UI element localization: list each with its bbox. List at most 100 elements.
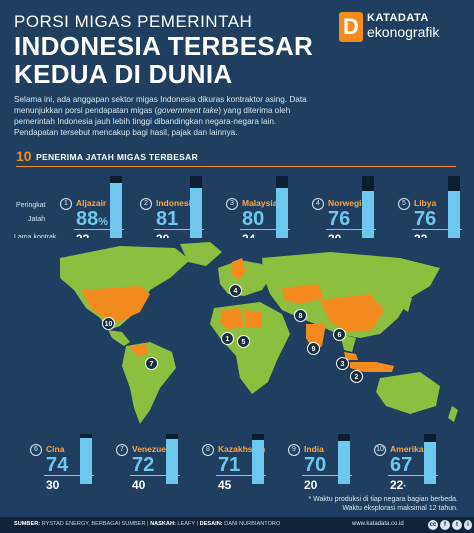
intro-text: Selama ini, ada anggapan sektor migas In… [14, 94, 314, 138]
world-map [0, 238, 474, 434]
map-marker-1[interactable]: 1 [221, 332, 234, 345]
share-bar-track-cina [80, 422, 92, 484]
share-value-number: 67 [390, 454, 413, 476]
contract-years-number: 45 [218, 478, 232, 492]
section-label: PENERIMA JATAH MIGAS TERBESAR [36, 152, 199, 162]
land-norway-highlight [232, 258, 246, 280]
card-divider [154, 229, 204, 230]
share-value-number: 81 [156, 208, 179, 230]
country-card-india[interactable]: 9 India 70 20 [288, 444, 362, 492]
land-china-highlight [320, 294, 384, 332]
country-card-venezuela[interactable]: 7 Venezuela 72 40 [116, 444, 190, 492]
share-bar-track-aljazair [110, 176, 122, 238]
rank-badge: 7 [116, 444, 128, 456]
design-text: DANI NURBIANTORO [224, 521, 281, 527]
share-bar-libya [448, 191, 460, 238]
land-venezuela-highlight [130, 344, 148, 356]
intro-p2a: Data menunjukkan porsi pendapatan migas … [14, 95, 307, 115]
share-bar-track-libya [448, 176, 460, 238]
share-bar-india [338, 441, 350, 484]
legend-contract-label: Lama kontrak [14, 234, 57, 241]
land-usa-highlight [82, 286, 150, 322]
intro-p1: Selama ini, ada anggapan sektor migas In… [14, 95, 288, 104]
country-name: Aljazair [76, 198, 107, 208]
contract-years: 40 [132, 478, 145, 492]
country-name: India [304, 444, 324, 454]
footer-bar: SUMBER: RYSTAD ENERGY, BERBAGAI SUMBER |… [0, 517, 474, 533]
map-marker-5[interactable]: 5 [237, 335, 250, 348]
footer-url-link[interactable]: www.katadata.co.id [352, 521, 404, 527]
contract-years-number: 22 [390, 478, 404, 492]
card-divider [74, 229, 124, 230]
card-divider [302, 475, 352, 476]
katadata-logo[interactable]: D KATADATA ekonografik [339, 12, 463, 46]
share-bar-track-venezuela [166, 422, 178, 484]
cc-icon: cc [428, 520, 438, 530]
share-value: 76 [328, 208, 350, 230]
map-marker-10[interactable]: 10 [102, 317, 115, 330]
card-divider [412, 229, 462, 230]
share-bar-aljazair [110, 183, 122, 238]
twitter-icon[interactable]: t [452, 520, 462, 530]
country-card-cina[interactable]: 6 Cina 74 30 [30, 444, 104, 492]
facebook-icon[interactable]: f [440, 520, 450, 530]
share-value: 71 [218, 454, 240, 476]
share-value: 72 [132, 454, 154, 476]
share-value-number: 74 [46, 454, 69, 476]
country-card-amerika[interactable]: 10 Amerika 67 22* [374, 444, 448, 492]
map-marker-2[interactable]: 2 [350, 370, 363, 383]
instagram-icon[interactable]: i [464, 520, 472, 530]
map-marker-9[interactable]: 9 [307, 342, 320, 355]
design-label: DESAIN: [199, 521, 223, 527]
country-name: Cina [46, 444, 65, 454]
share-value-number: 70 [304, 454, 327, 476]
share-value-number: 76 [328, 208, 351, 230]
country-name: Amerika [390, 444, 424, 454]
land-malaysia-highlight [344, 352, 358, 360]
intro-p2c: ) yang diterima oleh pemerintah Indonesi… [14, 106, 291, 126]
land-kazakhstan-highlight [282, 284, 324, 304]
legend-share: Jatah [28, 216, 46, 223]
contract-years-number: 40 [132, 478, 146, 492]
contract-years-number: 20 [304, 478, 318, 492]
card-divider [326, 229, 376, 230]
share-bar-kazakhstan [252, 440, 264, 484]
share-value-number: 72 [132, 454, 155, 476]
map-marker-4[interactable]: 4 [229, 284, 242, 297]
section-divider [16, 166, 456, 167]
rank-badge: 3 [226, 198, 238, 210]
map-marker-7[interactable]: 7 [145, 357, 158, 370]
map-marker-3[interactable]: 3 [336, 357, 349, 370]
country-card-kazakhstan[interactable]: 8 Kazakhstan 71 45 [202, 444, 276, 492]
source-text: RYSTAD ENERGY, BERBAGAI SUMBER [41, 521, 146, 527]
share-bar-track-norwegia [362, 176, 374, 238]
rank-badge: 8 [202, 444, 214, 456]
country-name: Kazakhstan [218, 444, 266, 454]
share-bar-cina [80, 438, 92, 484]
section-number: 10 [16, 148, 32, 164]
country-name: Norwegia [328, 198, 367, 208]
share-value-number: 88 [76, 208, 99, 230]
card-divider [216, 475, 266, 476]
share-bar-amerika [424, 442, 436, 484]
share-value: 81 [156, 208, 178, 230]
rank-badge: 1 [60, 198, 72, 210]
share-value: 67 [390, 454, 412, 476]
footnote: * Waktu produksi di tiap negara bagian b… [308, 495, 458, 513]
footnote-line-1: * Waktu produksi di tiap negara bagian b… [308, 496, 458, 503]
land-new-zealand [448, 406, 458, 422]
contract-years: 22* [390, 478, 406, 495]
share-value-number: 80 [242, 208, 265, 230]
contract-years-number: 30 [46, 478, 60, 492]
share-value: 70 [304, 454, 326, 476]
logo-bottom-text: ekonografik [367, 24, 440, 40]
logo-top-text: KATADATA [367, 12, 429, 24]
map-marker-8[interactable]: 8 [294, 309, 307, 322]
rank-badge: 9 [288, 444, 300, 456]
rank-badge: 6 [30, 444, 42, 456]
writer-label: NASKAH: [150, 521, 176, 527]
map-marker-6[interactable]: 6 [333, 328, 346, 341]
intro-p3: Pendapatan tersebut mencakup bagi hasil,… [14, 128, 238, 137]
land-greenland [180, 242, 222, 266]
